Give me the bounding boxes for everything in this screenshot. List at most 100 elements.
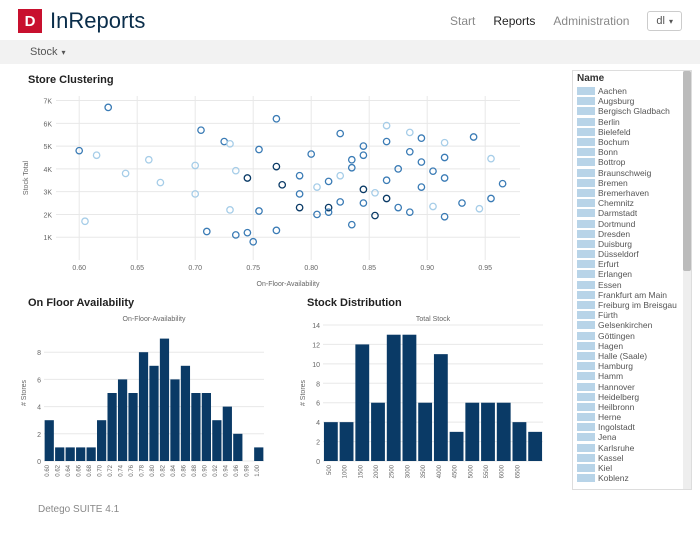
stock-histogram: Total Stock02468101214500100015002000250… — [297, 311, 547, 491]
svg-text:8: 8 — [316, 381, 320, 388]
color-swatch — [577, 138, 595, 146]
list-item[interactable]: Kassel — [573, 453, 691, 463]
list-item[interactable]: Bottrop — [573, 157, 691, 167]
list-item[interactable]: Heilbronn — [573, 402, 691, 412]
svg-text:Stock Total: Stock Total — [23, 161, 30, 196]
list-item[interactable]: Bielefeld — [573, 127, 691, 137]
color-swatch — [577, 209, 595, 217]
list-item[interactable]: Karlsruhe — [573, 443, 691, 453]
list-item[interactable]: Bremerhaven — [573, 188, 691, 198]
list-item[interactable]: Berlin — [573, 117, 691, 127]
list-item[interactable]: Augsburg — [573, 96, 691, 106]
svg-text:1.00: 1.00 — [255, 464, 261, 476]
item-label: Karlsruhe — [598, 443, 634, 453]
svg-text:1K: 1K — [43, 235, 52, 242]
item-label: Bielefeld — [598, 127, 631, 137]
svg-text:3K: 3K — [43, 190, 52, 197]
nav-reports[interactable]: Reports — [493, 14, 535, 28]
item-label: Bonn — [598, 147, 618, 157]
color-swatch — [577, 393, 595, 401]
list-item[interactable]: Frankfurt am Main — [573, 290, 691, 300]
color-swatch — [577, 291, 595, 299]
svg-text:0.85: 0.85 — [362, 265, 376, 272]
list-item[interactable]: Dresden — [573, 229, 691, 239]
list-item[interactable]: Hamm — [573, 371, 691, 381]
svg-text:1000: 1000 — [343, 464, 349, 478]
item-label: Berlin — [598, 117, 620, 127]
svg-text:6K: 6K — [43, 121, 52, 128]
item-label: Dortmund — [598, 219, 635, 229]
list-item[interactable]: Bergisch Gladbach — [573, 106, 691, 116]
list-item[interactable]: Bremen — [573, 178, 691, 188]
list-item[interactable]: Ingolstadt — [573, 422, 691, 432]
item-label: Essen — [598, 280, 622, 290]
scrollbar-track[interactable] — [683, 71, 691, 489]
svg-text:0.96: 0.96 — [234, 464, 240, 476]
list-item[interactable]: Fürth — [573, 310, 691, 320]
stock-dropdown[interactable]: Stock▾ — [30, 46, 66, 58]
svg-text:0.66: 0.66 — [77, 464, 83, 476]
svg-text:Total Stock: Total Stock — [416, 316, 451, 323]
user-dropdown[interactable]: dl▾ — [647, 11, 682, 31]
list-item[interactable]: Bonn — [573, 147, 691, 157]
item-label: Duisburg — [598, 239, 632, 249]
item-label: Göttingen — [598, 331, 635, 341]
svg-text:4000: 4000 — [437, 464, 443, 478]
list-item[interactable]: Hagen — [573, 341, 691, 351]
scrollbar-thumb[interactable] — [683, 71, 691, 271]
list-item[interactable]: Göttingen — [573, 331, 691, 341]
color-swatch — [577, 281, 595, 289]
nav-administration[interactable]: Administration — [553, 14, 629, 28]
svg-text:6: 6 — [316, 401, 320, 408]
svg-text:0.68: 0.68 — [87, 464, 93, 476]
list-item[interactable]: Jena — [573, 432, 691, 442]
svg-text:0.80: 0.80 — [304, 265, 318, 272]
list-item[interactable]: Erlangen — [573, 269, 691, 279]
nav-start[interactable]: Start — [450, 14, 475, 28]
name-list[interactable]: AachenAugsburgBergisch GladbachBerlinBie… — [573, 86, 691, 483]
color-swatch — [577, 383, 595, 391]
color-swatch — [577, 240, 595, 248]
svg-text:0.92: 0.92 — [213, 464, 219, 476]
list-item[interactable]: Essen — [573, 280, 691, 290]
list-item[interactable]: Heidelberg — [573, 392, 691, 402]
item-label: Bottrop — [598, 157, 625, 167]
svg-text:6500: 6500 — [515, 464, 521, 478]
list-item[interactable]: Erfurt — [573, 259, 691, 269]
svg-text:0.90: 0.90 — [202, 464, 208, 476]
list-item[interactable]: Dortmund — [573, 218, 691, 228]
list-item[interactable]: Bochum — [573, 137, 691, 147]
color-swatch — [577, 413, 595, 421]
item-label: Bochum — [598, 137, 629, 147]
scatter-chart: 1K2K3K4K5K6K7K0.600.650.700.750.800.850.… — [18, 88, 528, 288]
item-label: Kiel — [598, 463, 612, 473]
chevron-down-icon: ▾ — [62, 48, 66, 57]
list-item[interactable]: Freiburg im Breisgau — [573, 300, 691, 310]
list-item[interactable]: Aachen — [573, 86, 691, 96]
list-item[interactable]: Herne — [573, 412, 691, 422]
list-item[interactable]: Chemnitz — [573, 198, 691, 208]
list-item[interactable]: Düsseldorf — [573, 249, 691, 259]
svg-text:0.76: 0.76 — [129, 464, 135, 476]
svg-text:0.95: 0.95 — [478, 265, 492, 272]
svg-text:2: 2 — [316, 440, 320, 447]
item-label: Bremerhaven — [598, 188, 649, 198]
list-item[interactable]: Hannover — [573, 381, 691, 391]
svg-text:0.64: 0.64 — [66, 464, 72, 476]
svg-text:0.74: 0.74 — [119, 464, 125, 476]
name-sidebar: Name AachenAugsburgBergisch GladbachBerl… — [572, 70, 692, 490]
svg-text:0.60: 0.60 — [45, 464, 51, 476]
item-label: Halle (Saale) — [598, 351, 647, 361]
list-item[interactable]: Kiel — [573, 463, 691, 473]
item-label: Heilbronn — [598, 402, 634, 412]
list-item[interactable]: Gelsenkirchen — [573, 320, 691, 330]
list-item[interactable]: Braunschweig — [573, 168, 691, 178]
list-item[interactable]: Duisburg — [573, 239, 691, 249]
list-item[interactable]: Koblenz — [573, 473, 691, 483]
list-item[interactable]: Halle (Saale) — [573, 351, 691, 361]
color-swatch — [577, 230, 595, 238]
list-item[interactable]: Darmstadt — [573, 208, 691, 218]
item-label: Düsseldorf — [598, 249, 639, 259]
color-swatch — [577, 474, 595, 482]
list-item[interactable]: Hamburg — [573, 361, 691, 371]
